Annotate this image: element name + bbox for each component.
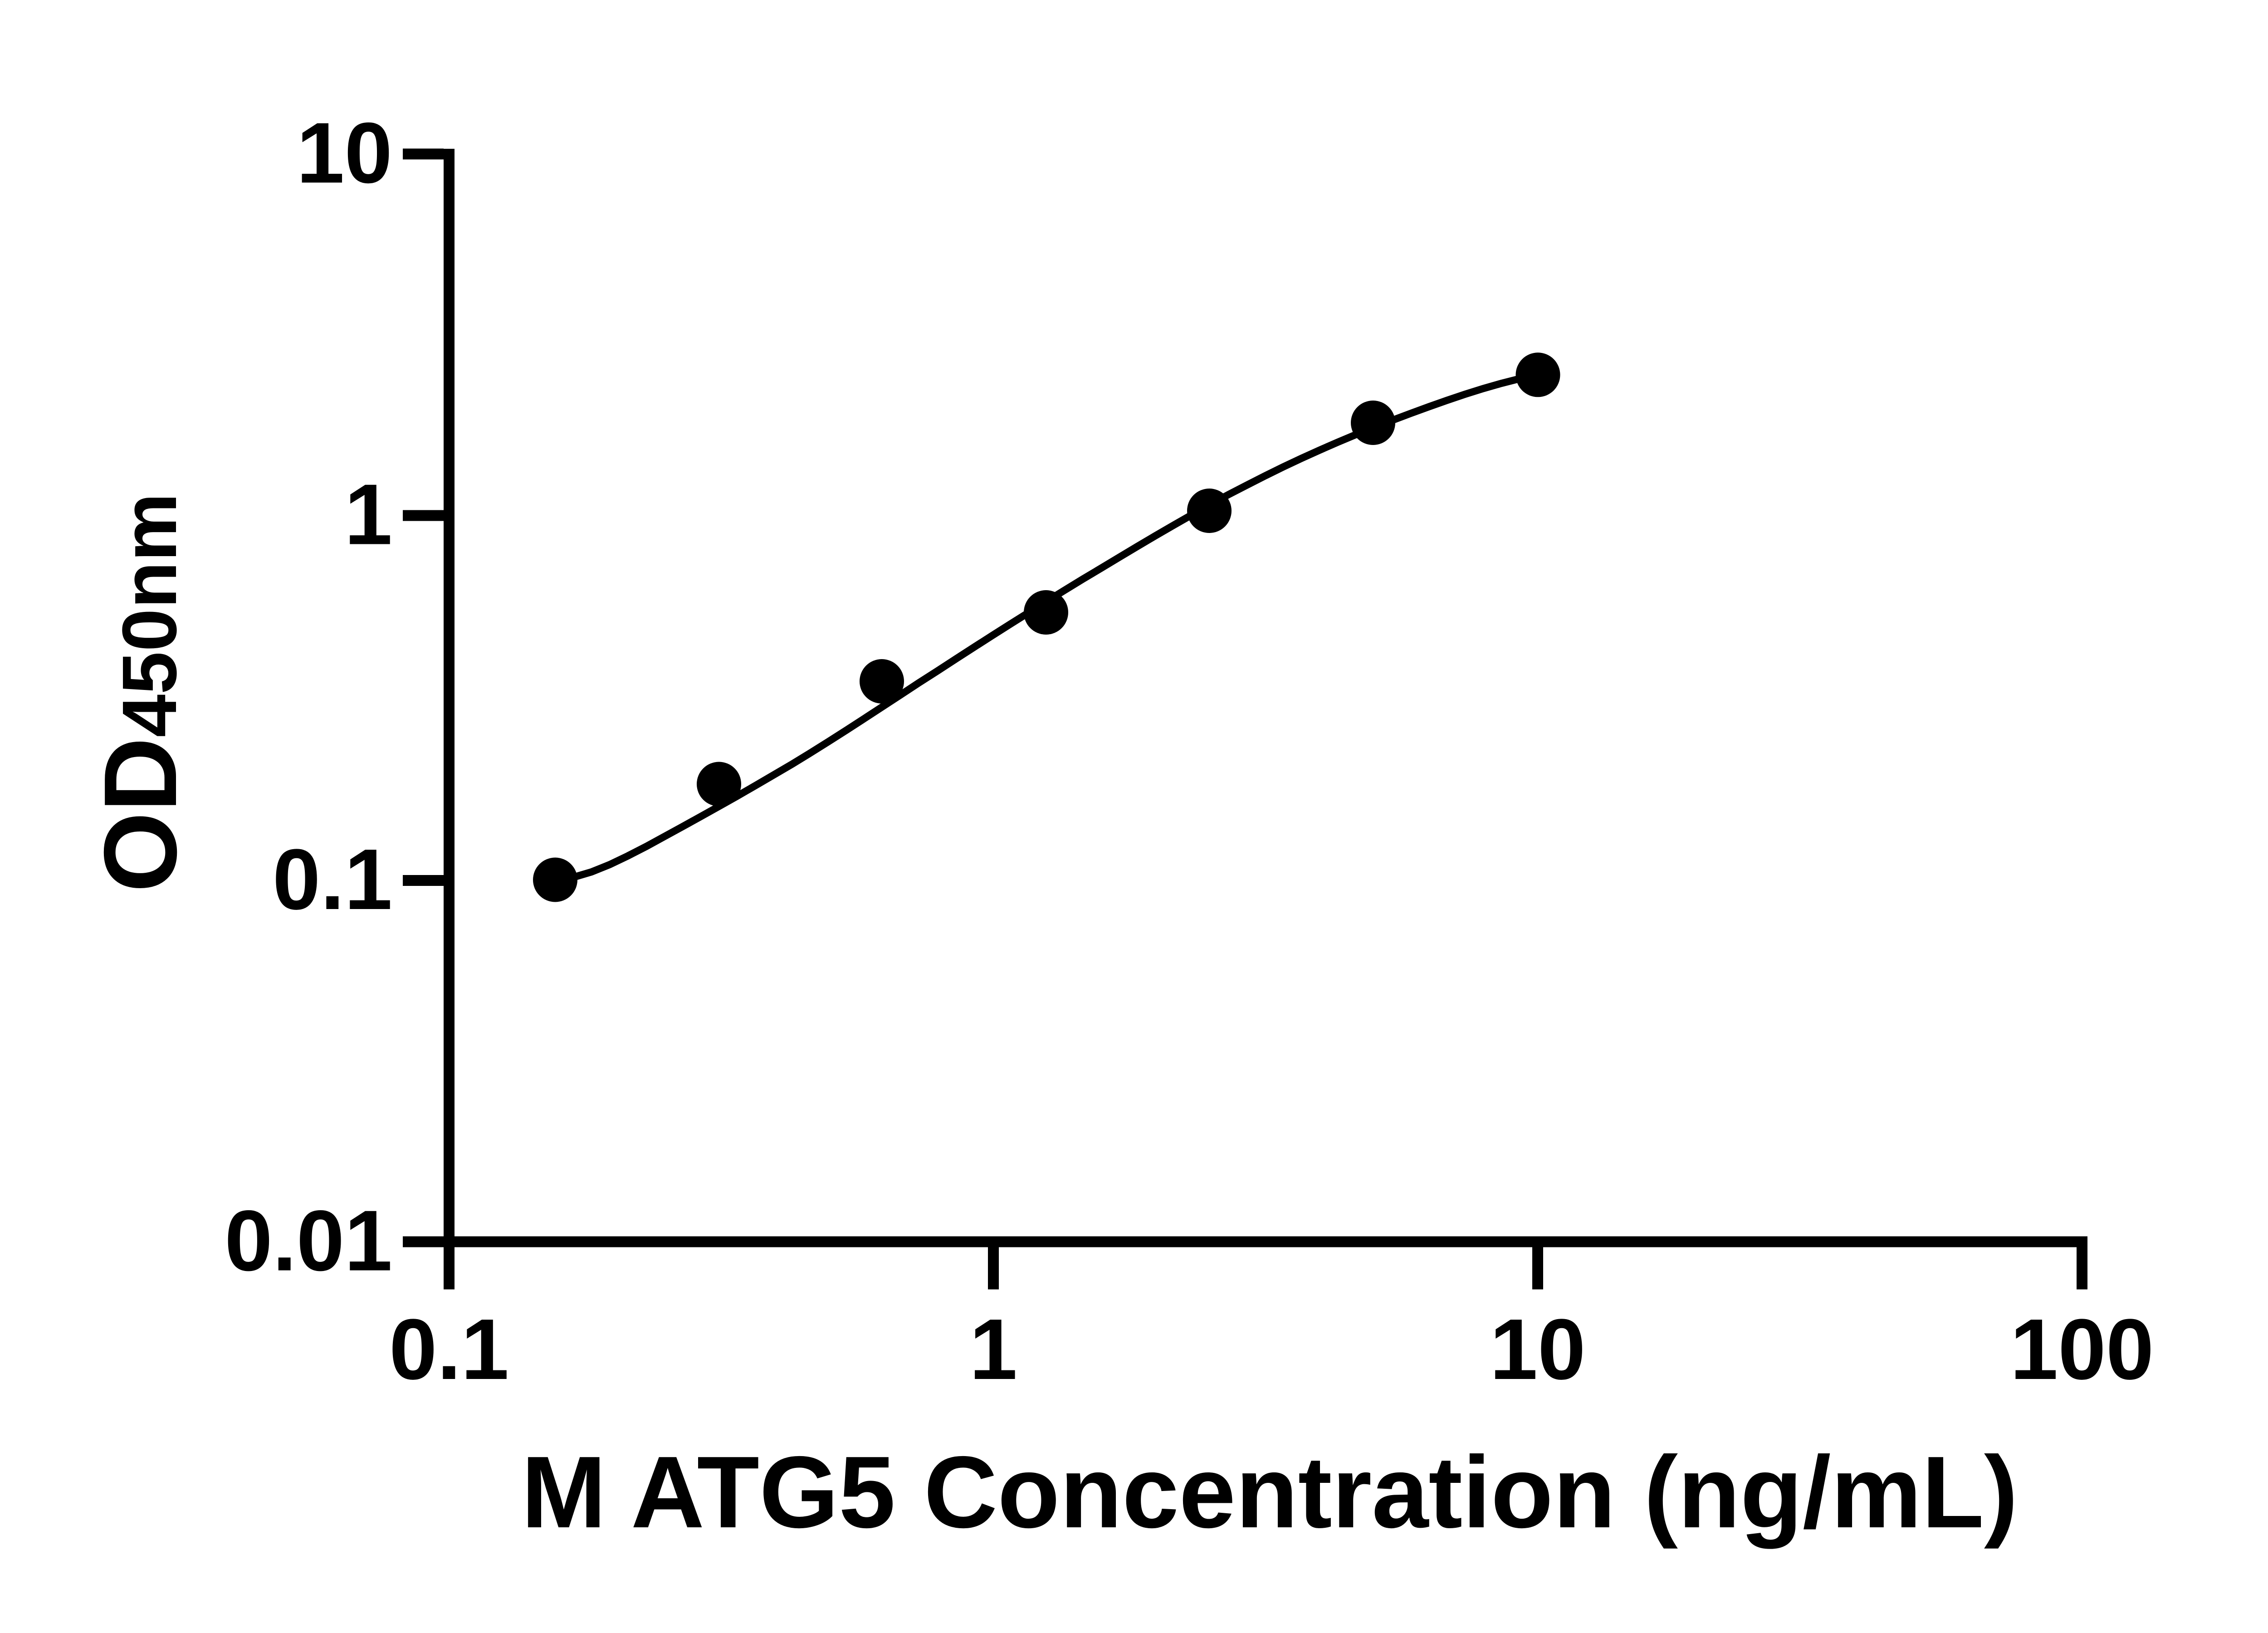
svg-text:0.01: 0.01 bbox=[225, 1193, 392, 1289]
svg-text:10: 10 bbox=[297, 105, 392, 201]
svg-text:1: 1 bbox=[344, 467, 392, 563]
svg-text:OD450nm: OD450nm bbox=[83, 493, 198, 893]
svg-text:0.1: 0.1 bbox=[389, 1301, 509, 1398]
svg-text:10: 10 bbox=[1490, 1301, 1585, 1398]
svg-text:1: 1 bbox=[969, 1301, 1017, 1398]
svg-text:0.1: 0.1 bbox=[273, 831, 392, 928]
svg-text:100: 100 bbox=[2010, 1301, 2154, 1398]
svg-text:M ATG5 Concentration (ng/mL): M ATG5 Concentration (ng/mL) bbox=[521, 1435, 2018, 1549]
